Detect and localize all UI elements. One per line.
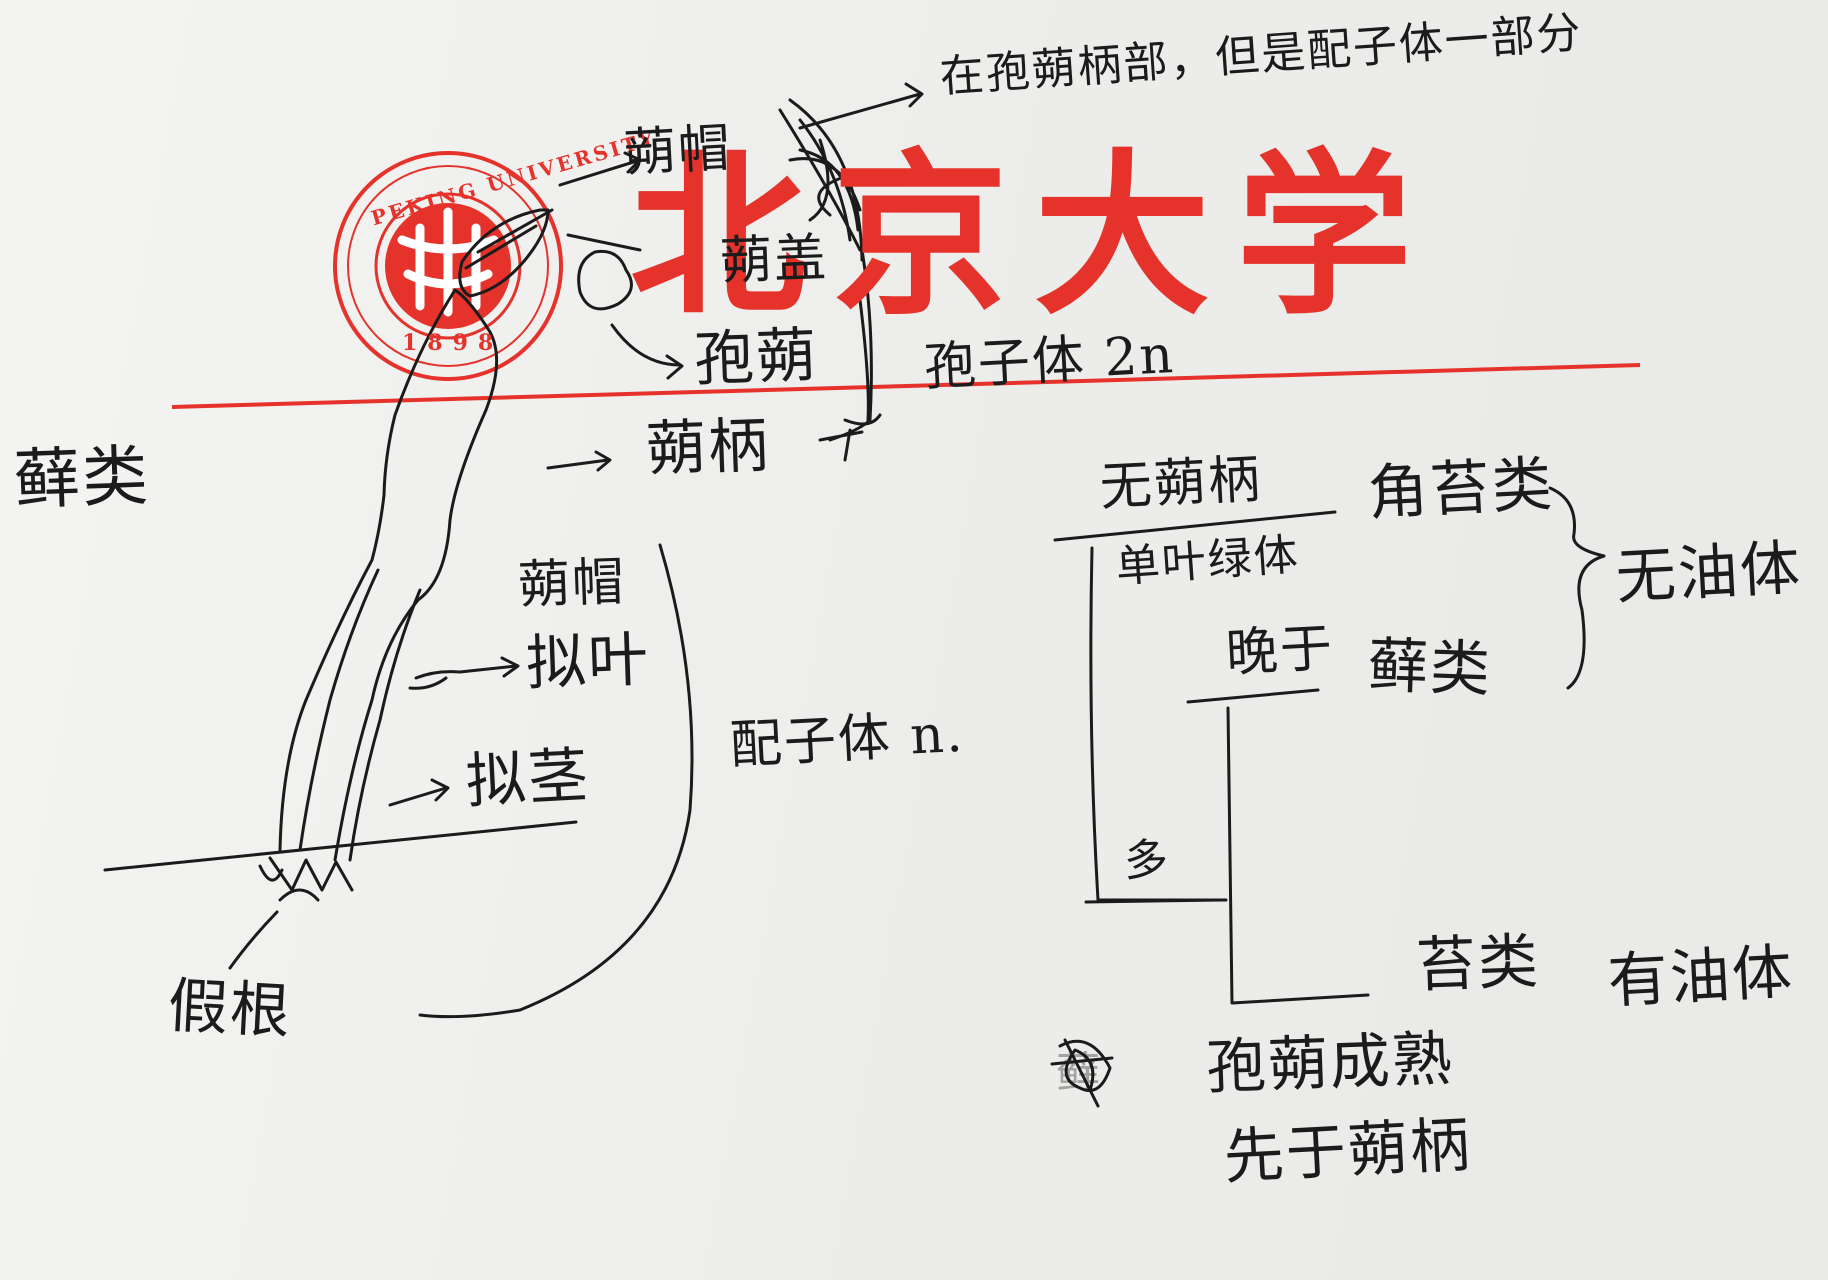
label-hornwort: 角苔类 bbox=[1366, 449, 1556, 529]
label-thalloid: 单叶绿体 bbox=[1114, 529, 1302, 593]
label-capsule-lid: 蒴盖 bbox=[718, 228, 829, 292]
tree-main-horizontal bbox=[1053, 510, 1337, 542]
seal-year: 1898 bbox=[402, 330, 504, 356]
label-late-mature: 晚于 bbox=[1224, 618, 1336, 684]
capsule-sketch bbox=[458, 208, 554, 298]
label-seta: 蒴柄 bbox=[644, 410, 772, 485]
arrow-capsule bbox=[610, 323, 684, 380]
label-no-seta: 无蒴柄 bbox=[1098, 449, 1264, 518]
arrow-top-note bbox=[798, 82, 924, 130]
right-brace bbox=[1548, 486, 1606, 690]
label-liverwort: 苔类 bbox=[1414, 926, 1542, 1001]
label-capsule-matures: 孢蒴成熟 bbox=[1204, 1024, 1456, 1103]
tree-divider bbox=[1084, 898, 1224, 904]
stem-lines bbox=[298, 568, 422, 862]
label-no-oil-body: 无油体 bbox=[1614, 533, 1804, 613]
label-caulid: 拟茎 bbox=[464, 740, 592, 817]
label-capsule: 孢蒴 bbox=[692, 320, 820, 395]
label-rhizoid: 假根 bbox=[166, 971, 294, 1048]
arrow-capsule-cap bbox=[558, 151, 642, 187]
scribble-strike bbox=[1050, 1038, 1114, 1108]
long-seta bbox=[818, 248, 882, 462]
arrow-capsule-lid bbox=[566, 233, 642, 252]
label-moss-group: 藓类 bbox=[1366, 631, 1494, 706]
label-struck-mark: 藓 bbox=[1056, 1048, 1102, 1099]
label-sporophyte-2n: 孢子体 2n bbox=[922, 324, 1177, 398]
arrow-phylloid bbox=[408, 656, 520, 690]
letterhead-title: 北京大学 bbox=[630, 132, 1439, 339]
label-gametophyte-n: 配子体 n. bbox=[728, 703, 966, 776]
rhizoid-pointer bbox=[228, 910, 279, 970]
label-gametophyte-cap: 蒴帽 bbox=[516, 552, 627, 616]
label-before-seta: 先于蒴柄 bbox=[1222, 1110, 1474, 1193]
tree-left-vertical bbox=[1089, 546, 1228, 902]
rhizoid-marks bbox=[258, 856, 354, 902]
label-with-oil-body: 有油体 bbox=[1606, 937, 1796, 1017]
university-seal bbox=[333, 151, 563, 381]
scribbled-capsule bbox=[778, 98, 864, 262]
capsule-circle bbox=[577, 249, 633, 311]
arrow-caulid bbox=[388, 778, 450, 807]
gametophyte-brace bbox=[418, 543, 694, 1019]
letterhead-rule bbox=[171, 363, 1641, 409]
label-many: 多 bbox=[1123, 834, 1171, 887]
moss-plant-outline bbox=[278, 288, 499, 862]
tree-right-branch bbox=[1186, 688, 1370, 1005]
label-moss-title: 藓类 bbox=[12, 437, 152, 519]
ground-line bbox=[103, 820, 578, 872]
arrow-seta bbox=[546, 450, 612, 472]
label-phylloid: 拟叶 bbox=[524, 624, 652, 699]
label-capsule-cap: 蒴帽 bbox=[622, 118, 734, 184]
